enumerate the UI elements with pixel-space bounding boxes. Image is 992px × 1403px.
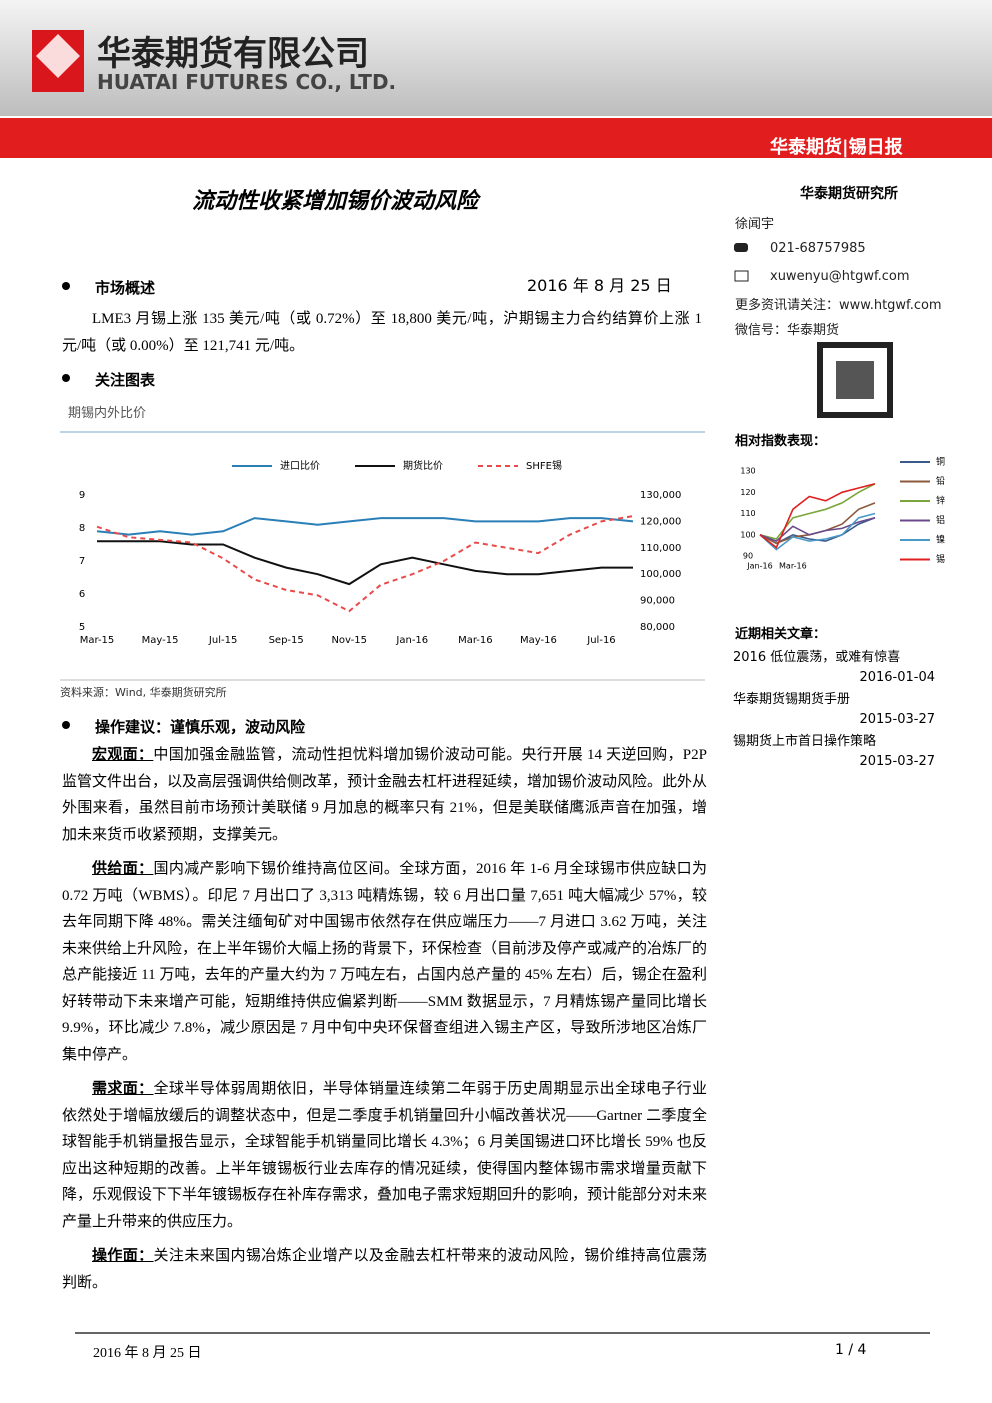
paragraph: 操作面：关注未来国内锡冶炼企业增产以及金融去杠杆带来的波动风险，锡价维持高位震荡… — [62, 1243, 707, 1296]
legend-label: 铅 — [936, 475, 945, 487]
company-name: 华泰期货有限公司 — [97, 34, 369, 74]
paragraph-text: LME3 月锡上涨 135 美元/吨（或 0.72%）至 18,800 美元/吨… — [62, 311, 702, 354]
mail-icon — [734, 270, 749, 282]
bullet — [62, 721, 70, 729]
bullet — [62, 282, 70, 290]
legend-label: 期货比价 — [403, 459, 443, 472]
legend-label: 锌 — [936, 495, 945, 507]
phone: 021-68757985 — [770, 241, 866, 256]
series-line — [759, 517, 876, 543]
phone-icon — [734, 243, 748, 252]
wechat: 微信号：华泰期货 — [735, 323, 840, 338]
org: 华泰期货研究所 — [800, 186, 898, 202]
chart-caption: 期锡内外比价 — [68, 406, 147, 421]
paragraph: LME3 月锡上涨 135 美元/吨（或 0.72%）至 18,800 美元/吨… — [62, 306, 702, 359]
y2-tick-label: 90,000 — [640, 596, 675, 607]
red-band — [0, 118, 992, 158]
x-tick-label: Jul-15 — [208, 635, 237, 646]
article-title: 2016 低位震荡，或难有惊喜 — [733, 650, 901, 665]
x-tick-label: Jul-16 — [586, 635, 615, 646]
series-line — [96, 517, 634, 536]
y2-tick-label: 120,000 — [640, 516, 681, 527]
x-tick-label: Nov-15 — [331, 635, 367, 646]
y-tick-label: 6 — [79, 589, 85, 600]
source: 资料来源：Wind, 华泰期货研究所 — [60, 686, 227, 699]
y2-tick-label: 80,000 — [640, 622, 675, 633]
y-tick-label: 7 — [79, 556, 85, 567]
x-tick-label: May-16 — [520, 635, 557, 646]
x-tick-label: Mar-15 — [80, 635, 115, 646]
legend-label: 锡 — [936, 554, 945, 565]
articles: 2016 低位震荡，或难有惊喜 2016-01-04 华泰期货锡期货手册 2015-0… — [733, 648, 935, 774]
y-tick-label: 100 — [740, 530, 755, 539]
series-line — [97, 540, 633, 586]
series-line — [759, 512, 876, 551]
page-number: 1 / 4 — [835, 1342, 867, 1358]
email: xuwenyu@htgwf.com — [770, 269, 910, 284]
paragraph-lead: 供给面： — [92, 861, 154, 877]
article-date: 2015-03-27 — [859, 712, 935, 727]
x-tick-label: Sep-15 — [269, 635, 304, 646]
paragraph-lead: 宏观面： — [92, 747, 154, 763]
x-tick-label: Jan-16 — [746, 562, 772, 571]
y-tick-label: 9 — [79, 490, 85, 501]
x-tick-label: Mar-16 — [458, 635, 493, 646]
legend-label: 镍 — [936, 534, 945, 546]
header-band — [0, 0, 992, 116]
paragraph: 宏观面：中国加强金融监管，流动性担忧料增加锡价波动可能。央行开展 14 天逆回购… — [62, 742, 707, 848]
article-title: 锡期货上市首日操作策略 — [733, 734, 877, 749]
y2-tick-label: 110,000 — [640, 543, 681, 554]
analyst: 徐闻宇 — [735, 217, 775, 232]
paragraph-lead: 操作面： — [92, 1248, 154, 1264]
paragraphs: LME3 月锡上涨 135 美元/吨（或 0.72%）至 18,800 美元/吨… — [62, 306, 702, 367]
paragraph: 需求面：全球半导体弱周期依旧，半导体销量连续第二年弱于历史周期显示出全球电子行业… — [62, 1076, 707, 1235]
paragraph-text: 中国加强金融监管，流动性担忧料增加锡价波动可能。央行开展 14 天逆回购，P2P… — [62, 747, 708, 843]
banner: 华泰期货|锡日报 — [770, 137, 903, 158]
perf-title: 相对指数表现： — [735, 434, 827, 449]
paragraphs: 宏观面：中国加强金融监管，流动性担忧料增加锡价波动可能。央行开展 14 天逆回购… — [62, 742, 707, 1304]
y2-tick-label: 130,000 — [640, 490, 681, 501]
y-tick-label: 5 — [79, 622, 85, 633]
y-tick-label: 8 — [79, 523, 85, 534]
x-tick-label: Mar-16 — [779, 562, 807, 571]
company-name-en: HUATAI FUTURES CO., LTD. — [97, 70, 397, 94]
series-line — [96, 515, 634, 613]
legend-label: 铜 — [936, 456, 945, 468]
bullet — [62, 374, 70, 382]
y2-tick-label: 100,000 — [640, 569, 681, 580]
article-date: 2016-01-04 — [859, 670, 935, 685]
paragraph: 供给面：国内减产影响下锡价维持高位区间。全球方面，2016 年 1-6 月全球锡… — [62, 856, 707, 1068]
article-title: 华泰期货锡期货手册 — [733, 692, 851, 707]
logo-mark — [36, 34, 80, 78]
y-tick-label: 90 — [743, 552, 753, 561]
date: 2016 年 8 月 25 日 — [527, 276, 672, 295]
article-date: 2015-03-27 — [859, 754, 935, 769]
legend-label: 铝 — [936, 514, 945, 526]
footer-date: 2016 年 8 月 25 日 — [93, 1346, 202, 1361]
paragraph-lead: 需求面： — [92, 1081, 154, 1097]
series-line — [759, 483, 876, 540]
y-tick-label: 110 — [740, 509, 755, 518]
y-tick-label: 130 — [740, 467, 755, 476]
section-heading: 市场概述 — [95, 279, 156, 297]
series-line — [759, 483, 876, 549]
paragraph-text: 国内减产影响下锡价维持高位区间。全球方面，2016 年 1-6 月全球锡市供应缺… — [62, 861, 708, 1063]
articles-title: 近期相关文章： — [735, 627, 827, 642]
y-tick-label: 120 — [740, 488, 755, 497]
website: 更多资讯请关注：www.htgwf.com — [735, 298, 942, 313]
paragraph-text: 全球半导体弱周期依旧，半导体销量连续第二年弱于历史周期显示出全球电子行业依然处于… — [62, 1081, 708, 1230]
legend-label: 进口比价 — [280, 460, 320, 472]
section-heading: 操作建议：谨慎乐观，波动风险 — [95, 718, 306, 736]
qr-code — [836, 361, 874, 399]
legend-label: SHFE锡 — [526, 459, 562, 472]
paragraph-text: 关注未来国内锡冶炼企业增产以及金融去杠杆带来的波动风险，锡价维持高位震荡判断。 — [62, 1248, 707, 1291]
x-tick-label: Jan-16 — [395, 635, 428, 646]
doc-title: 流动性收紧增加锡价波动风险 — [192, 188, 479, 214]
x-tick-label: May-15 — [142, 635, 179, 646]
section-heading: 关注图表 — [95, 371, 156, 389]
